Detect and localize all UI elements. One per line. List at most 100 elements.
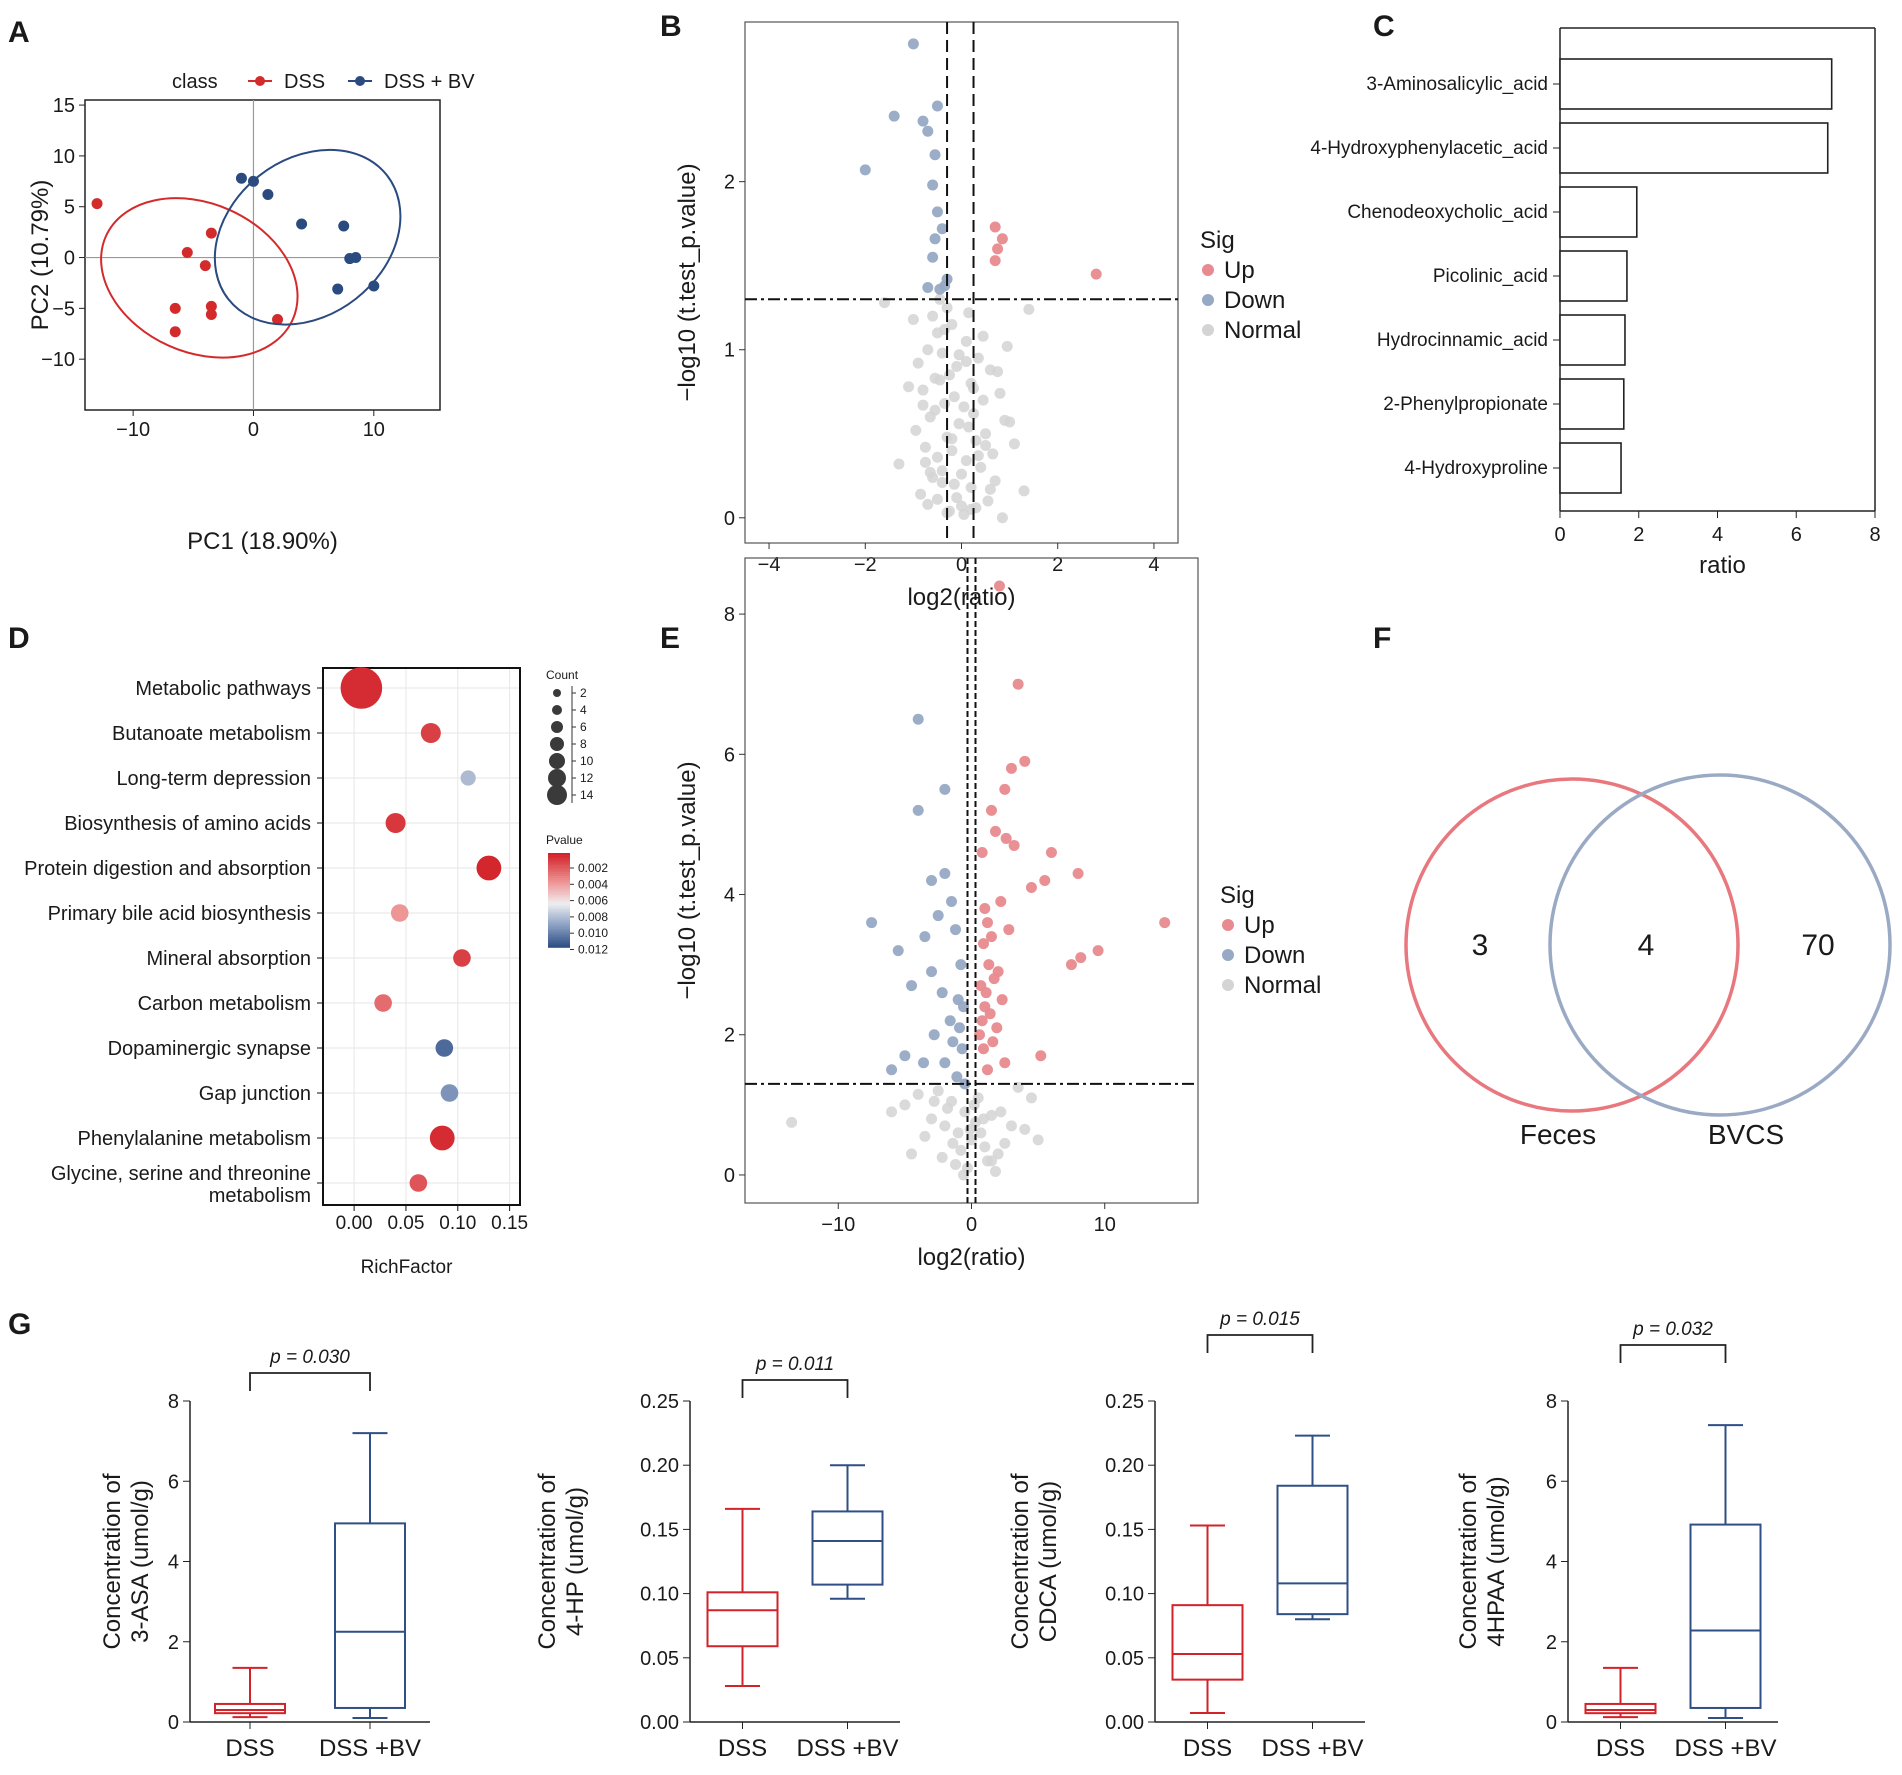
pca-legend-marker [255,76,265,86]
volcano-y-axis-label: −log10 (t.test_p.value) [674,163,701,401]
pvalue-colorbar-segment [548,876,570,879]
bubble-x-tick-label: 0.15 [491,1213,528,1234]
pca-y-tick-label: 15 [53,95,75,117]
venn-count-shared: 4 [1638,929,1655,962]
volcano-point [993,580,1005,592]
pvalue-colorbar-segment [548,922,570,925]
count-legend-circle [550,737,564,751]
pvalue-legend-title: Pvalue [546,833,583,847]
pvalue-colorbar-segment [548,932,570,936]
volcano-point [866,917,878,929]
volcano-point [966,1134,977,1146]
volcano-point [926,966,938,978]
box-y-tick-label: 0.20 [640,1455,679,1477]
volcano-x-tick-label: 0 [966,1214,977,1236]
pvalue-colorbar-segment [548,892,570,896]
volcano-point [939,324,951,336]
count-legend-label: 6 [580,720,587,734]
volcano-point [999,1057,1011,1069]
volcano-y-tick-label: 1 [724,340,735,362]
pathway-bubble [340,667,383,709]
panel-label-e: E [660,622,680,655]
volcano-point [915,488,927,500]
volcano-point [1001,340,1013,352]
volcano-point [965,482,977,494]
volcano-legend-label: Down [1244,942,1305,969]
volcano-point [970,434,982,446]
box-category-label: DSS +BV [1261,1735,1363,1762]
volcano-point [963,307,975,319]
volcano-point [987,448,999,460]
pvalue-colorbar-segment [548,928,570,931]
volcano-point [992,366,1004,378]
pvalue-colorbar-segment [548,863,570,866]
volcano-point [1072,867,1084,879]
pvalue-colorbar-segment [548,888,570,892]
bar-category-label: Chenodeoxycholic_acid [1347,202,1548,223]
volcano-point [959,1106,971,1118]
volcano-point [1019,1123,1031,1135]
volcano-point [926,1113,938,1125]
box-category-label: DSS [225,1735,274,1762]
pathway-bubble [440,1084,459,1102]
volcano-point [1018,485,1030,497]
volcano-point [919,931,931,943]
volcano-point [919,456,931,468]
pathway-label: Dopaminergic synapse [108,1038,311,1060]
volcano-point [987,1036,999,1048]
pvalue-colorbar-segment [548,930,570,934]
box-y-axis-label-line1: Concentration of [534,1473,561,1649]
volcano-point [932,1085,944,1097]
volcano-point [936,223,948,235]
volcano-point [786,1116,798,1128]
volcano-point [906,980,918,992]
pvalue-colorbar-segment [548,871,570,875]
bubble-x-tick-label: 0.10 [439,1213,476,1234]
volcano-y-axis-label: −log10 (t.test_p.value) [674,761,701,999]
p-value-label: p = 0.015 [1219,1309,1300,1330]
volcano-point [977,1043,989,1055]
pathway-label: Long-term depression [116,768,311,790]
p-value-label: p = 0.011 [755,1354,834,1375]
volcano-point [995,1106,1007,1118]
pvalue-colorbar-segment [548,934,570,938]
volcano-point [932,910,944,922]
bar-x-tick-label: 8 [1869,524,1880,546]
pca-y-tick-label: −5 [52,298,75,320]
count-legend-circle [552,705,562,715]
volcano-point [999,1137,1011,1149]
ratio-bar [1559,250,1628,302]
pca-point [169,326,181,338]
volcano-point [922,125,934,137]
panel-a-pca-plot: −10 0 10 −10 −5 0 5 10 15 PC1 (18.90%) PC2 (10.79%… [27,71,475,555]
pca-y-tick-label: −10 [41,349,75,371]
volcano-point [951,492,963,504]
pathway-bubble [374,994,392,1012]
volcano-point [899,1099,911,1111]
pvalue-colorbar-segment [548,897,570,900]
volcano-point [893,458,905,470]
pvalue-colorbar-segment [548,855,570,858]
significance-bracket [741,1379,849,1398]
pvalue-colorbar-segment [548,945,570,948]
pvalue-colorbar-segment [548,909,570,913]
pvalue-colorbar-segment [548,861,570,864]
box-y-tick-label: 0.10 [640,1584,679,1606]
volcano-point [965,503,977,515]
panel-d-kegg-bubble-plot: Metabolic pathways Butanoate metabolism Lo… [24,667,608,1278]
volcano-x-tick-label: 2 [1052,554,1063,576]
volcano-point [1065,959,1077,971]
panel-f-venn-diagram: 3 4 70 Feces BVCS [1404,773,1892,1150]
pathway-label: Metabolic pathways [135,678,311,700]
volcano-point [996,512,1008,524]
pca-legend-label: DSS + BV [384,71,475,93]
volcano-point [980,987,992,999]
pvalue-colorbar-segment [548,880,570,883]
volcano-point [928,1095,940,1107]
box-category-label: DSS [718,1735,767,1762]
pvalue-colorbar-segment [548,878,570,881]
pvalue-colorbar-segment [548,899,570,902]
box-y-tick-label: 8 [1546,1391,1557,1413]
count-legend-label: 2 [580,686,587,700]
